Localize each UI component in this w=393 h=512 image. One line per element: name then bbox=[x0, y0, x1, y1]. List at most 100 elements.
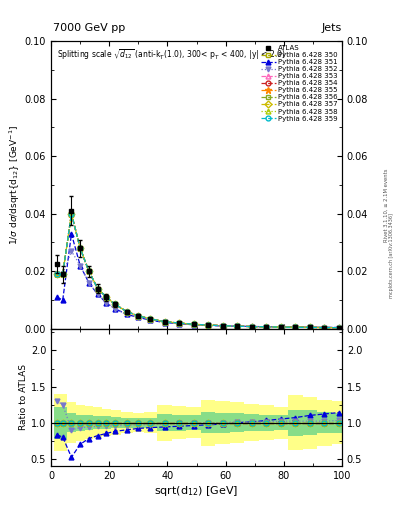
Pythia 6.428 359 bbox=[235, 323, 240, 329]
Pythia 6.428 357 bbox=[177, 320, 182, 326]
Pythia 6.428 351 bbox=[55, 294, 59, 300]
Pythia 6.428 359 bbox=[264, 324, 269, 330]
Pythia 6.428 357 bbox=[78, 245, 83, 251]
Pythia 6.428 354 bbox=[279, 324, 283, 330]
Pythia 6.428 350 bbox=[69, 210, 74, 217]
Pythia 6.428 357 bbox=[191, 321, 196, 327]
Pythia 6.428 353 bbox=[95, 286, 100, 292]
Pythia 6.428 358 bbox=[191, 321, 196, 327]
Pythia 6.428 357 bbox=[113, 301, 118, 307]
Pythia 6.428 357 bbox=[69, 210, 74, 217]
Pythia 6.428 355 bbox=[191, 321, 196, 327]
Bar bbox=[121, 418, 132, 428]
Pythia 6.428 351 bbox=[322, 324, 327, 330]
Pythia 6.428 351 bbox=[78, 263, 83, 269]
Bar bbox=[186, 415, 201, 430]
Y-axis label: 1/$\sigma$ d$\sigma$/dsqrt{d$_{12}$} [GeV$^{-1}$]: 1/$\sigma$ d$\sigma$/dsqrt{d$_{12}$} [Ge… bbox=[7, 125, 22, 245]
Text: mcplots.cern.ch [arXiv:1306.3436]: mcplots.cern.ch [arXiv:1306.3436] bbox=[389, 214, 393, 298]
Pythia 6.428 356 bbox=[136, 313, 141, 319]
Pythia 6.428 355 bbox=[206, 322, 211, 328]
Pythia 6.428 355 bbox=[95, 286, 100, 292]
Pythia 6.428 352 bbox=[279, 324, 283, 330]
Pythia 6.428 358 bbox=[95, 286, 100, 292]
Bar bbox=[288, 410, 303, 436]
Pythia 6.428 354 bbox=[113, 301, 118, 307]
Pythia 6.428 352 bbox=[191, 322, 196, 328]
Pythia 6.428 351 bbox=[191, 322, 196, 328]
Line: Pythia 6.428 351: Pythia 6.428 351 bbox=[55, 231, 342, 330]
Bar bbox=[332, 413, 346, 433]
Pythia 6.428 357 bbox=[136, 313, 141, 319]
Pythia 6.428 351 bbox=[113, 306, 118, 312]
Pythia 6.428 354 bbox=[61, 271, 65, 277]
Bar bbox=[84, 415, 93, 430]
Pythia 6.428 356 bbox=[177, 320, 182, 326]
Pythia 6.428 356 bbox=[61, 271, 65, 277]
Pythia 6.428 352 bbox=[235, 323, 240, 329]
Pythia 6.428 351 bbox=[124, 311, 129, 317]
Pythia 6.428 353 bbox=[206, 322, 211, 328]
Pythia 6.428 355 bbox=[177, 320, 182, 326]
Pythia 6.428 356 bbox=[279, 324, 283, 330]
Pythia 6.428 359 bbox=[308, 324, 312, 330]
Pythia 6.428 353 bbox=[78, 245, 83, 251]
Bar bbox=[274, 407, 288, 438]
Line: Pythia 6.428 354: Pythia 6.428 354 bbox=[55, 211, 342, 330]
Pythia 6.428 354 bbox=[162, 318, 167, 325]
Pythia 6.428 351 bbox=[95, 291, 100, 297]
Pythia 6.428 352 bbox=[308, 324, 312, 330]
Bar bbox=[54, 407, 60, 438]
Pythia 6.428 358 bbox=[61, 271, 65, 277]
Bar bbox=[67, 413, 76, 432]
Pythia 6.428 355 bbox=[250, 324, 254, 330]
Bar bbox=[76, 404, 84, 441]
Pythia 6.428 350 bbox=[264, 324, 269, 330]
Pythia 6.428 350 bbox=[86, 268, 91, 274]
Pythia 6.428 356 bbox=[264, 324, 269, 330]
Legend: ATLAS, Pythia 6.428 350, Pythia 6.428 351, Pythia 6.428 352, Pythia 6.428 353, P: ATLAS, Pythia 6.428 350, Pythia 6.428 35… bbox=[259, 43, 340, 123]
Bar bbox=[144, 412, 157, 434]
Pythia 6.428 357 bbox=[279, 324, 283, 330]
Text: Jets: Jets bbox=[321, 23, 342, 33]
Pythia 6.428 351 bbox=[250, 324, 254, 330]
Pythia 6.428 355 bbox=[264, 324, 269, 330]
Pythia 6.428 350 bbox=[136, 313, 141, 319]
Pythia 6.428 358 bbox=[206, 322, 211, 328]
Pythia 6.428 357 bbox=[250, 324, 254, 330]
Pythia 6.428 356 bbox=[124, 309, 129, 315]
Pythia 6.428 352 bbox=[162, 319, 167, 325]
Bar bbox=[215, 413, 230, 433]
Bar bbox=[111, 417, 121, 429]
Pythia 6.428 358 bbox=[69, 210, 74, 217]
Pythia 6.428 354 bbox=[124, 309, 129, 315]
Bar bbox=[332, 401, 346, 444]
Pythia 6.428 355 bbox=[220, 323, 225, 329]
Pythia 6.428 358 bbox=[337, 325, 342, 331]
Pythia 6.428 353 bbox=[191, 321, 196, 327]
Pythia 6.428 353 bbox=[55, 271, 59, 277]
Pythia 6.428 359 bbox=[104, 294, 109, 300]
Pythia 6.428 358 bbox=[86, 268, 91, 274]
Pythia 6.428 359 bbox=[220, 323, 225, 329]
Pythia 6.428 354 bbox=[177, 320, 182, 326]
Pythia 6.428 353 bbox=[61, 271, 65, 277]
Pythia 6.428 355 bbox=[162, 318, 167, 325]
Pythia 6.428 351 bbox=[177, 321, 182, 327]
Pythia 6.428 356 bbox=[235, 323, 240, 329]
Pythia 6.428 359 bbox=[61, 271, 65, 277]
Pythia 6.428 355 bbox=[55, 271, 59, 277]
Pythia 6.428 356 bbox=[293, 324, 298, 330]
Pythia 6.428 355 bbox=[148, 316, 152, 322]
Pythia 6.428 359 bbox=[279, 324, 283, 330]
Bar bbox=[288, 395, 303, 450]
Pythia 6.428 350 bbox=[162, 318, 167, 325]
Pythia 6.428 358 bbox=[279, 324, 283, 330]
Pythia 6.428 357 bbox=[148, 316, 152, 322]
Bar bbox=[144, 418, 157, 428]
Pythia 6.428 350 bbox=[124, 309, 129, 315]
Pythia 6.428 353 bbox=[264, 324, 269, 330]
Bar bbox=[259, 415, 274, 431]
Line: Pythia 6.428 357: Pythia 6.428 357 bbox=[55, 211, 342, 330]
Pythia 6.428 352 bbox=[113, 306, 118, 312]
Pythia 6.428 354 bbox=[95, 286, 100, 292]
